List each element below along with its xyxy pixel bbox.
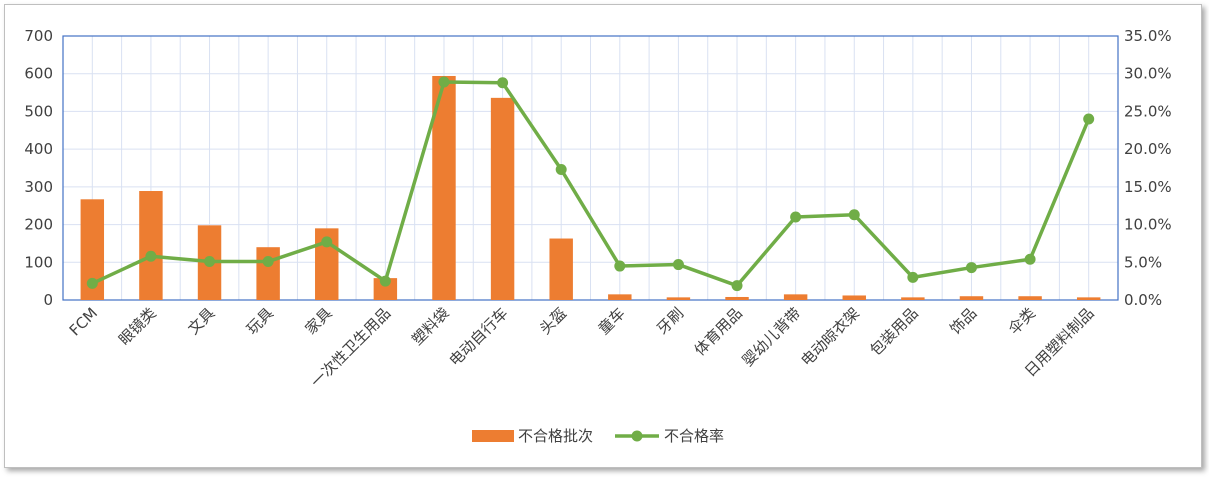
left-tick-label: 500: [24, 102, 53, 120]
line-series: [86, 76, 1095, 292]
bar: [608, 294, 632, 300]
rate-point: [614, 260, 626, 272]
right-tick-label: 35.0%: [1124, 27, 1172, 45]
right-tick-label: 25.0%: [1124, 102, 1172, 120]
bar: [373, 278, 398, 300]
category-label: 家具: [302, 304, 336, 338]
category-label: 童车: [595, 304, 629, 338]
left-tick-label: 200: [24, 216, 53, 234]
legend-line-marker: [631, 430, 643, 442]
legend-bar-swatch: [472, 430, 514, 442]
category-label: 电动晾衣架: [797, 304, 863, 370]
rate-point: [848, 209, 860, 221]
category-label: 包装用品: [867, 304, 922, 359]
right-tick-label: 0.0%: [1124, 291, 1162, 309]
chart-frame: 0 100 200 300 400 500 600 700 0.0% 5.0% 10.0% 15.0…: [4, 4, 1202, 468]
rate-point: [672, 259, 684, 271]
left-axis-ticks: 0 100 200 300 400 500 600 700: [24, 27, 53, 309]
combo-chart: 0 100 200 300 400 500 600 700 0.0% 5.0% 10.0% 15.0…: [24, 27, 1172, 445]
rate-point: [1024, 253, 1036, 265]
rate-point: [379, 275, 391, 287]
left-tick-label: 300: [24, 178, 53, 196]
right-tick-label: 15.0%: [1124, 178, 1172, 196]
category-label: 眼镜类: [115, 304, 160, 349]
category-label: 牙刷: [653, 304, 687, 338]
rate-point: [1083, 113, 1095, 125]
bar-series: [80, 75, 1101, 300]
bar: [783, 294, 808, 300]
bar: [725, 296, 749, 300]
plot-area-border: [62, 35, 1119, 301]
bar: [432, 75, 456, 300]
bar: [842, 295, 866, 300]
category-label: 电动自行车: [446, 304, 512, 370]
category-label: 塑料袋: [408, 304, 453, 349]
rate-point: [965, 262, 977, 274]
rate-point: [731, 280, 743, 292]
rate-point: [790, 211, 802, 223]
right-tick-label: 30.0%: [1124, 65, 1172, 83]
rate-point: [555, 164, 567, 176]
category-label: FCM: [66, 304, 101, 339]
left-tick-label: 600: [24, 65, 53, 83]
rate-point: [321, 236, 333, 248]
left-tick-label: 400: [24, 140, 53, 158]
right-tick-label: 20.0%: [1124, 140, 1172, 158]
bar: [959, 296, 984, 300]
bar: [549, 238, 573, 300]
bar: [1076, 297, 1101, 300]
rate-point: [438, 76, 450, 88]
left-tick-label: 700: [24, 27, 53, 45]
rate-point: [262, 256, 274, 268]
category-label: 头盔: [536, 304, 570, 338]
bar: [901, 297, 925, 300]
bar: [490, 97, 515, 300]
bar: [1018, 296, 1042, 300]
category-label: 文具: [184, 304, 218, 338]
left-tick-label: 100: [24, 253, 53, 271]
rate-point: [145, 250, 157, 262]
legend-line-label: 不合格率: [664, 427, 724, 445]
category-label: 玩具: [243, 304, 277, 338]
bar: [139, 191, 163, 300]
right-tick-label: 5.0%: [1124, 253, 1162, 271]
category-label: 婴幼儿背带: [739, 304, 805, 370]
category-label: 饰品: [946, 304, 980, 338]
bar: [80, 199, 105, 300]
rate-point: [497, 77, 509, 89]
category-label: 体育用品: [691, 304, 746, 359]
legend: 不合格批次 不合格率: [472, 427, 724, 445]
right-tick-label: 10.0%: [1124, 216, 1172, 234]
legend-bar-label: 不合格批次: [518, 427, 593, 445]
right-axis-ticks: 0.0% 5.0% 10.0% 15.0% 20.0% 25.0% 30.0% 35.0%: [1124, 27, 1172, 309]
rate-point: [204, 256, 216, 268]
category-label: 伞类: [1005, 304, 1039, 338]
rate-point: [907, 271, 919, 283]
bar: [256, 247, 280, 300]
bar: [666, 297, 691, 300]
rate-line: [91, 80, 1091, 288]
rate-point: [86, 277, 98, 289]
left-tick-label: 0: [43, 291, 53, 309]
